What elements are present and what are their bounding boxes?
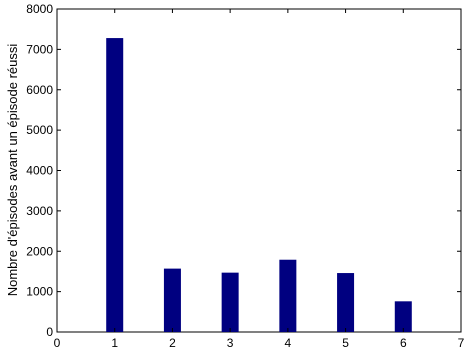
- bar-1: [106, 38, 124, 332]
- y-tick-label: 8000: [26, 2, 53, 16]
- bar-6: [394, 301, 412, 332]
- x-tick-label: 0: [54, 336, 61, 350]
- bar-5: [337, 273, 355, 332]
- bar-4: [279, 259, 297, 332]
- x-tick-label: 1: [111, 336, 118, 350]
- x-tick-label: 4: [285, 336, 292, 350]
- y-tick-label: 3000: [26, 204, 53, 218]
- y-tick-label: 0: [46, 325, 53, 339]
- plot-frame: [56, 8, 462, 333]
- bar-3: [221, 272, 239, 332]
- x-tick-label: 7: [458, 336, 465, 350]
- x-tick-label: 3: [227, 336, 234, 350]
- x-ticks-group: 0 1 2 3 4 5 6 7: [54, 9, 465, 350]
- y-ticks-group: 0 1000 2000 3000 4000 5000 6000 7000 8000: [26, 2, 461, 339]
- bar-2: [163, 268, 181, 332]
- y-tick-label: 6000: [26, 83, 53, 97]
- x-tick-label: 2: [169, 336, 176, 350]
- x-tick-label: 6: [400, 336, 407, 350]
- x-tick-label: 5: [342, 336, 349, 350]
- y-axis-title: Nombre d'épisodes avant un épisode réuss…: [5, 44, 20, 297]
- y-tick-label: 7000: [26, 42, 53, 56]
- y-tick-label: 2000: [26, 244, 53, 258]
- plot-area: 0 1 2 3 4 5 6 7 0 1000 2000 3000 4000 5000 6000 7000 80…: [26, 2, 464, 350]
- bars-group: [106, 38, 412, 332]
- y-tick-label: 5000: [26, 123, 53, 137]
- y-tick-label: 4000: [26, 164, 53, 178]
- y-tick-label: 1000: [26, 285, 53, 299]
